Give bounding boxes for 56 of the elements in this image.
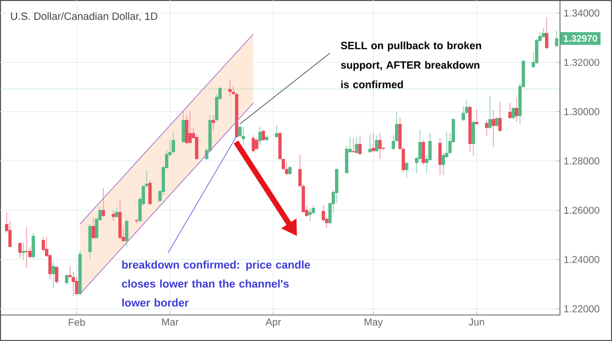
candlestick xyxy=(262,129,266,142)
candlestick xyxy=(378,132,382,160)
x-tick-label: Apr xyxy=(266,318,281,328)
y-tick-label: 1.22000 xyxy=(564,305,600,312)
candlestick xyxy=(242,126,246,146)
y-tick-label: 1.28000 xyxy=(564,157,600,164)
x-tick-label: Feb xyxy=(68,318,85,326)
candlestick xyxy=(355,136,358,154)
y-tick-label: 1.24000 xyxy=(564,256,600,264)
candlestick xyxy=(438,138,442,176)
candlestick xyxy=(405,162,408,178)
x-tick-label: May xyxy=(364,318,383,328)
candlestick xyxy=(512,106,516,120)
candlestick xyxy=(485,120,488,136)
candlestick xyxy=(65,274,68,286)
candlestick xyxy=(32,232,36,260)
candlestick xyxy=(55,266,58,284)
annotation: 1.32970 xyxy=(564,35,598,42)
candlestick xyxy=(475,110,478,126)
candlestick xyxy=(422,140,425,166)
candlestick xyxy=(375,134,378,152)
candlestick xyxy=(115,206,118,218)
candlestick xyxy=(288,165,292,176)
candlestick xyxy=(492,110,496,148)
candlestick xyxy=(545,16,548,50)
candlestick xyxy=(18,242,22,258)
y-tick-label: 1.32000 xyxy=(564,58,600,66)
candlestick xyxy=(352,138,356,154)
candlestick xyxy=(52,262,56,288)
text: U.S. Dollar/Canadian Dollar, 1D xyxy=(11,12,158,22)
x-tick-label: Mar xyxy=(162,318,178,326)
candlestick xyxy=(308,208,312,222)
x-tick-label: Jun xyxy=(468,318,484,326)
candlestick xyxy=(112,210,116,222)
candlestick xyxy=(472,120,476,156)
candlestick xyxy=(255,138,258,151)
annotation: SELL on pullback to broken support, AFTER breakdown is confirmed xyxy=(340,42,482,88)
candlestick xyxy=(495,116,498,128)
y-tick-label: 1.34000 xyxy=(564,10,600,17)
candlestick xyxy=(125,218,128,248)
candlestick xyxy=(102,188,106,218)
candlestick xyxy=(252,134,256,152)
candlestick xyxy=(285,162,288,176)
candlestick xyxy=(488,95,492,130)
candlestick xyxy=(25,226,28,268)
candlestick xyxy=(542,28,546,38)
candlestick xyxy=(372,132,376,152)
candlestick xyxy=(75,276,78,296)
candlestick xyxy=(498,102,502,132)
candlestick xyxy=(22,242,26,260)
y-tick-label: 1.30000 xyxy=(564,108,600,116)
candlestick xyxy=(515,98,518,122)
candlestick xyxy=(275,124,278,138)
candlestick xyxy=(92,217,96,240)
annotation: breakdown confirmed: price candle closes lower than the channel's lower border xyxy=(122,260,310,307)
y-tick-label: 1.26000 xyxy=(564,206,600,214)
